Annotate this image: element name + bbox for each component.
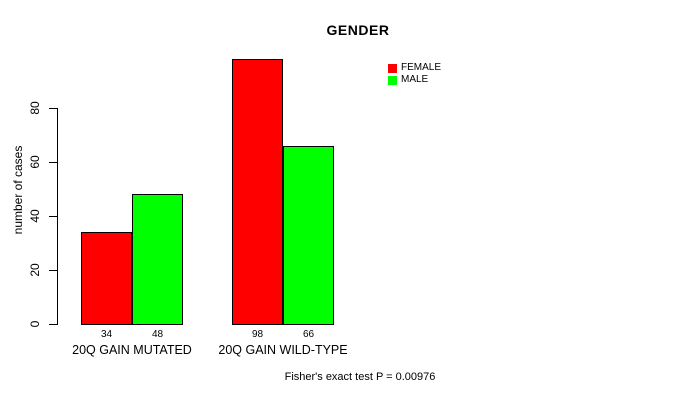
bar-female-group2 [232,59,283,325]
bar-male-group2 [283,145,334,325]
y-axis-tick [49,216,57,217]
y-axis-tick [49,108,57,109]
bar-value-label: 48 [151,329,164,340]
y-axis-tick-label: 0 [28,320,42,328]
bar-female-group1 [81,232,132,325]
y-axis-tick [49,270,57,271]
x-category-label-1: 20Q GAIN MUTATED [72,343,192,357]
bar-value-label: 34 [100,329,113,340]
bar-value-label: 66 [302,329,315,340]
y-axis-title: number of cases [11,145,25,235]
legend-item-male: MALE [388,75,441,85]
legend-item-female: FEMALE [388,63,441,73]
y-axis-tick-label: 60 [28,155,42,169]
legend-label: MALE [401,74,429,85]
legend-swatch-female [388,63,397,73]
y-axis-tick-label: 40 [28,209,42,223]
bar-value-label: 98 [251,329,264,340]
x-category-label-2: 20Q GAIN WILD-TYPE [218,343,348,357]
legend-swatch-male [388,75,397,85]
y-axis-tick-label: 20 [28,263,42,277]
chart-title: GENDER [326,22,390,38]
y-axis-tick-label: 80 [28,101,42,115]
y-axis-tick [49,162,57,163]
y-axis-tick [49,324,57,325]
y-axis-line [57,108,58,325]
bar-male-group1 [132,194,183,325]
legend-label: FEMALE [401,62,442,73]
legend: FEMALE MALE [388,63,441,87]
annotation-text: Fisher's exact test P = 0.00976 [284,371,436,383]
